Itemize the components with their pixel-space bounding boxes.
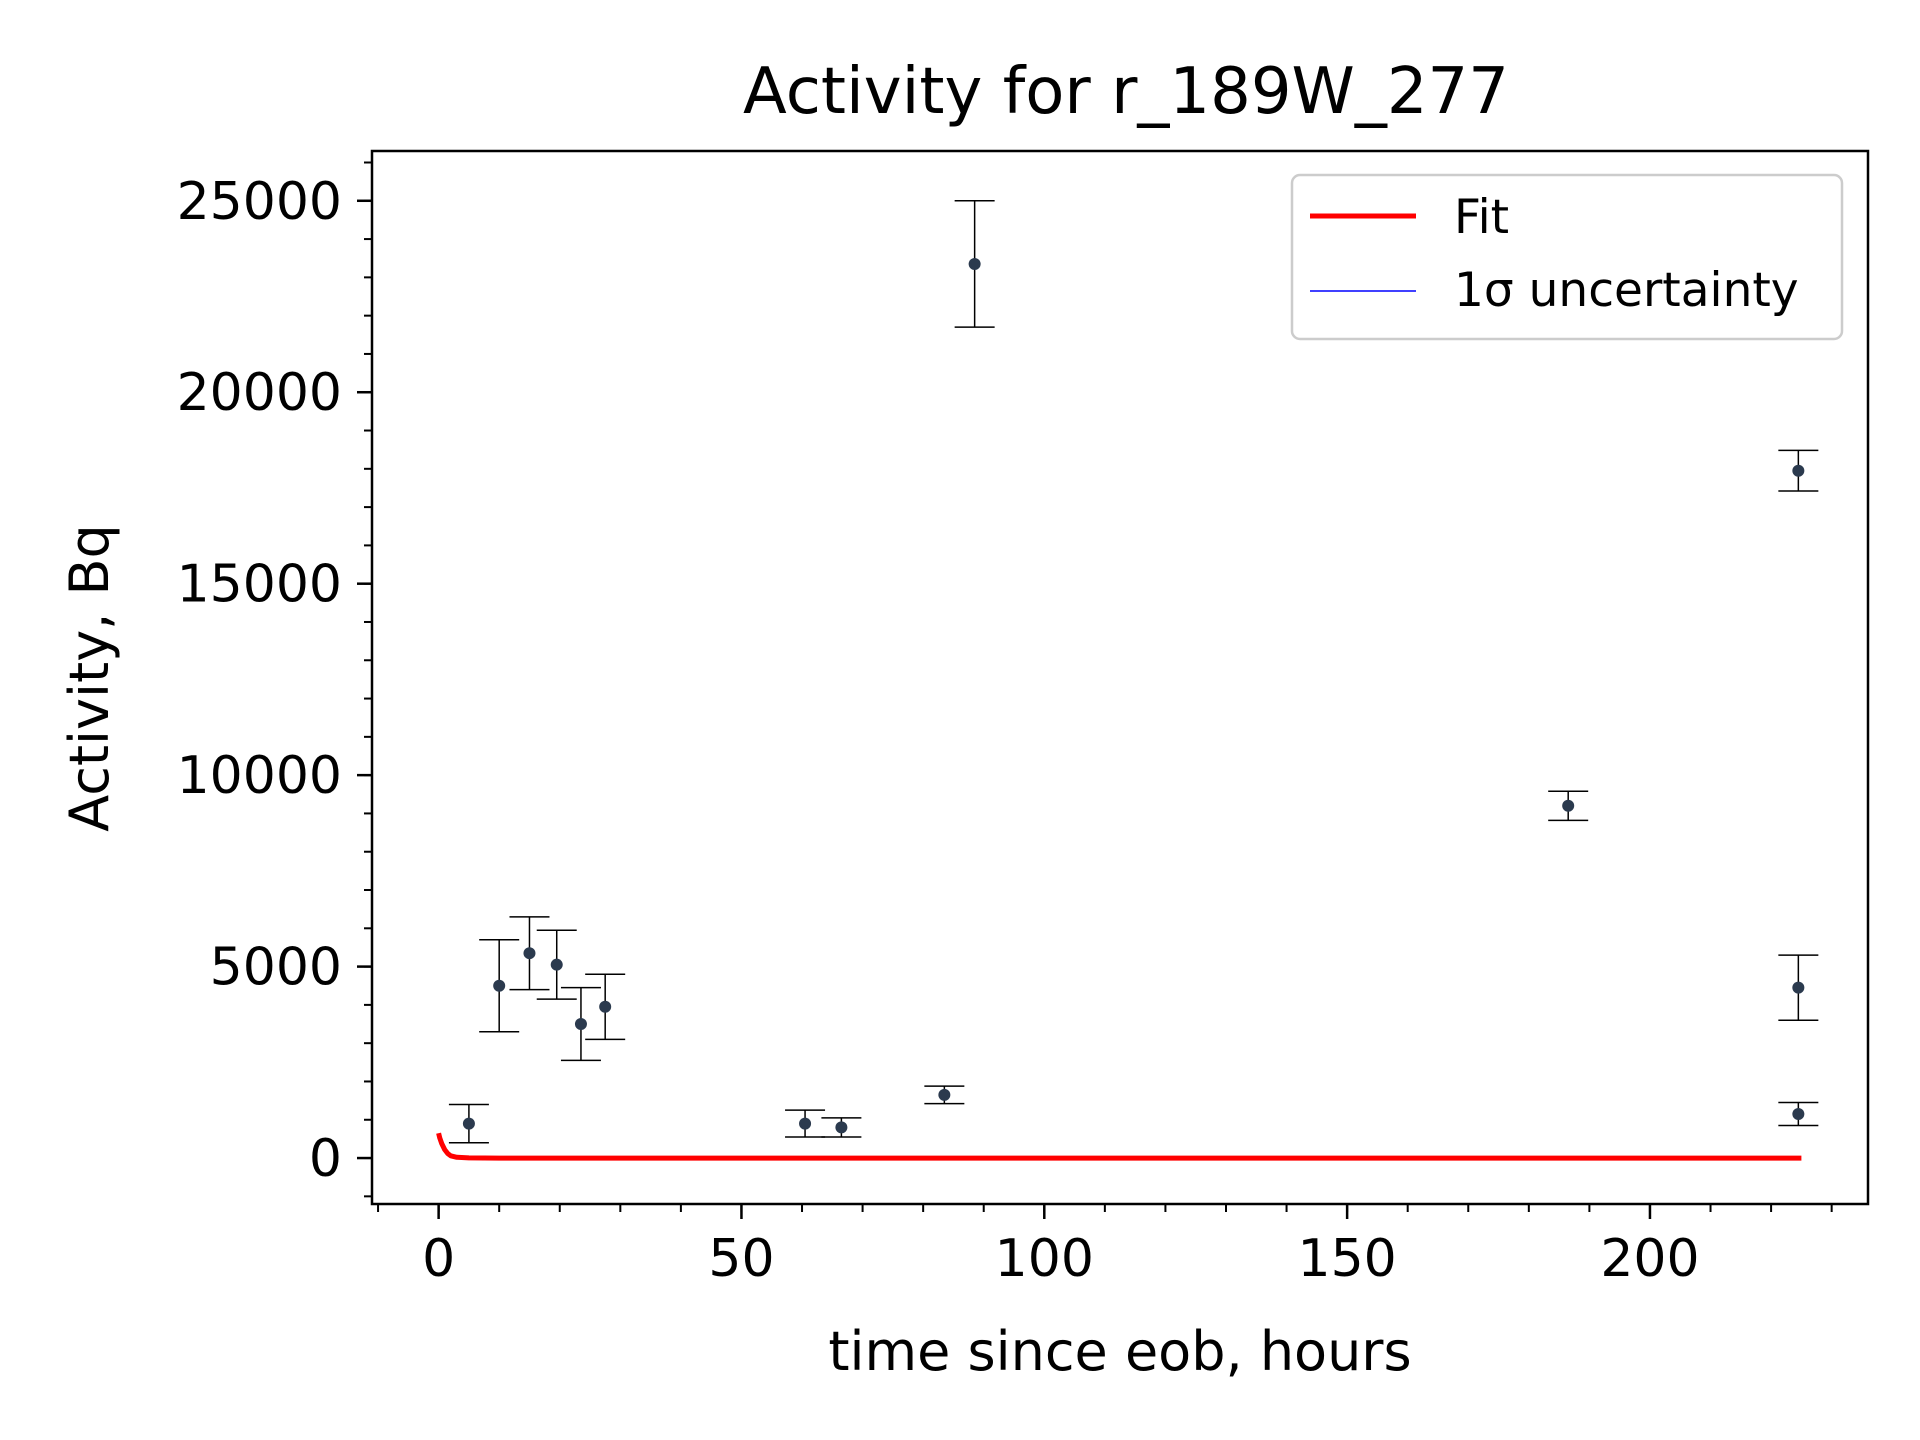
data-point bbox=[550, 958, 563, 971]
data-point-group bbox=[1778, 954, 1819, 1021]
x-axis-ticks: 0 50 100 150 200 bbox=[377, 1204, 1833, 1289]
data-point-group bbox=[1548, 790, 1589, 822]
data-point bbox=[462, 1117, 475, 1130]
data-point bbox=[493, 979, 506, 992]
data-point bbox=[799, 1117, 812, 1130]
data-point bbox=[938, 1088, 951, 1101]
data-point-group bbox=[585, 973, 626, 1041]
data-point-group bbox=[509, 916, 550, 991]
y-tick-label: 5000 bbox=[210, 938, 342, 998]
legend: Fit 1σ uncertainty bbox=[1290, 173, 1844, 341]
legend-uncertainty-label: 1σ uncertainty bbox=[1454, 263, 1799, 318]
data-point bbox=[574, 1018, 587, 1031]
x-axis-label: time since eob, hours bbox=[828, 1320, 1411, 1383]
data-point bbox=[835, 1121, 848, 1134]
x-tick-label: 100 bbox=[995, 1229, 1094, 1289]
data-point bbox=[1792, 464, 1805, 477]
y-tick-label: 0 bbox=[309, 1129, 342, 1189]
y-tick-label: 15000 bbox=[177, 555, 342, 615]
data-point-group bbox=[954, 200, 995, 328]
data-point-group bbox=[536, 929, 577, 1000]
data-point bbox=[523, 947, 536, 960]
data-point-group bbox=[1778, 1101, 1819, 1127]
data-point-group bbox=[821, 1117, 862, 1138]
data-point-group bbox=[448, 1103, 489, 1144]
y-tick-label: 25000 bbox=[177, 172, 342, 232]
legend-fit-label: Fit bbox=[1454, 190, 1509, 245]
data-point-group bbox=[785, 1109, 826, 1138]
data-point bbox=[1792, 981, 1805, 994]
data-point-group bbox=[479, 939, 520, 1033]
axes-frame bbox=[370, 149, 1870, 1206]
fit-line bbox=[436, 1132, 1802, 1161]
data-point bbox=[1792, 1108, 1805, 1121]
data-points-layer bbox=[448, 200, 1819, 1144]
legend-box bbox=[1290, 173, 1844, 341]
y-tick-label: 10000 bbox=[177, 746, 342, 806]
data-point-group bbox=[924, 1085, 965, 1105]
x-tick-label: 0 bbox=[422, 1229, 455, 1289]
x-tick-label: 200 bbox=[1600, 1229, 1699, 1289]
data-point bbox=[968, 257, 981, 270]
data-point-group bbox=[560, 986, 601, 1062]
data-point bbox=[599, 1000, 612, 1013]
y-axis-label: Activity, Bq bbox=[58, 524, 121, 832]
y-axis-ticks: 0 5000 10000 15000 20000 25000 bbox=[177, 161, 372, 1198]
data-point-group bbox=[1778, 449, 1819, 492]
x-tick-label: 150 bbox=[1297, 1229, 1396, 1289]
y-tick-label: 20000 bbox=[177, 363, 342, 423]
chart-title: Activity for r_189W_277 bbox=[743, 55, 1509, 129]
x-tick-label: 50 bbox=[708, 1229, 774, 1289]
fit-curve-layer bbox=[436, 1132, 1802, 1161]
data-point bbox=[1562, 799, 1575, 812]
